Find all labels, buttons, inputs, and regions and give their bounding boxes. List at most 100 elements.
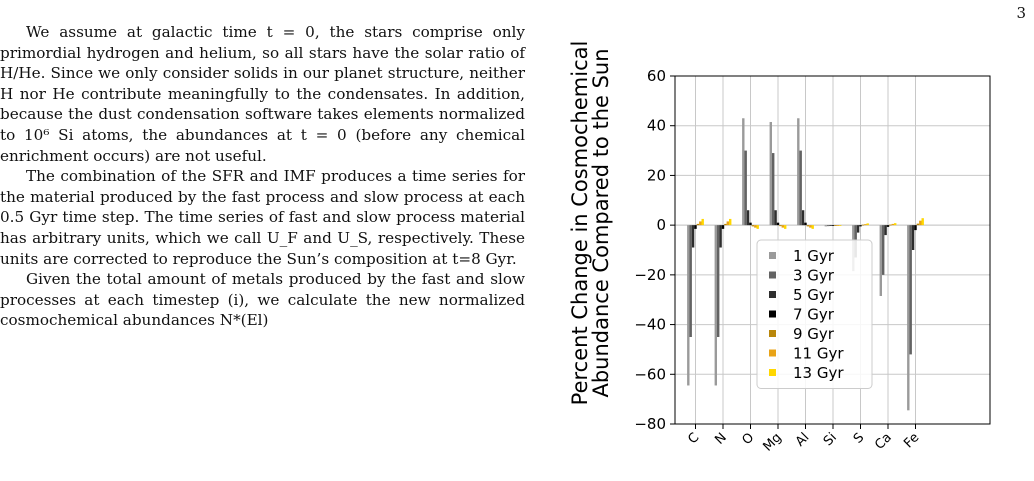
x-tick-label: N <box>712 430 729 447</box>
y-tick-label: 0 <box>656 216 666 234</box>
bar <box>859 225 862 227</box>
legend-box <box>756 239 873 389</box>
y-tick-label: 20 <box>647 166 666 184</box>
bar <box>806 225 810 227</box>
legend-label: 7 Gyr <box>793 306 835 324</box>
bar <box>694 225 697 229</box>
x-tick-label: Ca <box>872 430 895 453</box>
bar <box>751 225 755 227</box>
legend-swatch <box>769 349 776 357</box>
bar <box>864 224 867 226</box>
bar <box>729 218 732 226</box>
bar <box>856 225 860 233</box>
bar <box>742 118 745 226</box>
bar <box>717 225 720 337</box>
bar <box>811 225 814 229</box>
bar <box>861 224 865 226</box>
bar <box>699 221 702 226</box>
x-tick-label: Si <box>821 430 840 449</box>
x-tick-label: Al <box>793 430 812 449</box>
bar <box>804 222 807 226</box>
bar <box>916 223 920 226</box>
bar <box>689 225 692 337</box>
bar <box>914 225 917 231</box>
bar <box>746 210 750 226</box>
bar <box>801 210 805 226</box>
bar <box>839 225 842 226</box>
bar <box>772 153 775 226</box>
bar <box>889 224 892 226</box>
bar <box>831 225 835 226</box>
bar <box>827 225 830 227</box>
abundance-bar-chart: −80 −60 −40 −20 0 20 40 60 C N O Mg Al Si S Ca Fe Perce… <box>568 41 991 455</box>
legend-label: 5 Gyr <box>793 286 835 304</box>
bar <box>824 225 827 227</box>
y-tick-label: −20 <box>634 266 666 284</box>
bar <box>744 150 747 226</box>
y-tick-label: 40 <box>647 117 666 135</box>
paragraph-3: Given the total amount of metals produce… <box>0 270 525 330</box>
bar <box>909 225 912 355</box>
y-axis-label-line-1: Percent Change in Cosmochemical <box>568 41 592 406</box>
bar <box>809 225 812 228</box>
bar <box>919 220 922 226</box>
bar <box>797 118 800 226</box>
bar <box>921 218 924 226</box>
bar <box>687 225 690 386</box>
body-text: We assume at galactic time t = 0, the st… <box>0 22 525 331</box>
paragraph-2: The combination of the SFR and IMF produ… <box>0 167 525 268</box>
bar <box>779 225 782 227</box>
bar <box>781 225 784 228</box>
bar <box>829 225 832 226</box>
bar <box>799 150 802 226</box>
y-axis-label-line-2: Abundance Compared to the Sun <box>589 48 613 397</box>
bar <box>756 225 759 229</box>
legend-label: 3 Gyr <box>793 267 835 285</box>
bar <box>886 225 890 227</box>
legend-label: 1 Gyr <box>793 247 835 265</box>
bar <box>907 225 910 411</box>
bar <box>749 222 752 226</box>
y-tick-label: 60 <box>647 67 666 85</box>
y-tick-label: −80 <box>634 415 666 433</box>
x-tick-label: Fe <box>901 430 922 451</box>
legend-label: 13 Gyr <box>793 364 844 382</box>
bar <box>834 225 837 226</box>
bar <box>836 225 839 226</box>
bar <box>714 225 717 386</box>
legend-swatch <box>769 330 776 337</box>
legend-swatch <box>769 252 776 259</box>
legend-swatch <box>769 271 776 279</box>
legend-label: 9 Gyr <box>793 325 835 343</box>
legend-swatch <box>769 291 776 298</box>
legend-label: 11 Gyr <box>793 345 844 363</box>
x-tick-label: C <box>685 430 702 447</box>
bar <box>911 225 915 250</box>
bar <box>719 225 722 248</box>
bar <box>882 225 885 275</box>
x-tick-label: O <box>739 430 757 448</box>
bar <box>701 218 704 226</box>
bar <box>754 225 757 228</box>
bar <box>721 225 725 229</box>
bar <box>879 225 882 296</box>
bar <box>696 223 700 226</box>
y-tick-label: −60 <box>634 365 666 383</box>
page-number: 3 <box>1016 4 1026 22</box>
legend-swatch <box>769 369 776 376</box>
bar <box>769 121 772 226</box>
x-tick-label: Mg <box>760 430 784 454</box>
bar <box>866 223 869 226</box>
bar <box>774 210 777 226</box>
bar <box>691 225 695 248</box>
paragraph-1: We assume at galactic time t = 0, the st… <box>0 23 525 165</box>
bar <box>894 223 897 226</box>
y-tick-label: −40 <box>634 316 666 334</box>
bar <box>784 225 787 229</box>
bar <box>776 222 780 226</box>
x-tick-label: S <box>851 430 867 446</box>
legend-swatch <box>769 310 776 318</box>
bar <box>891 223 894 226</box>
bar <box>726 221 729 226</box>
